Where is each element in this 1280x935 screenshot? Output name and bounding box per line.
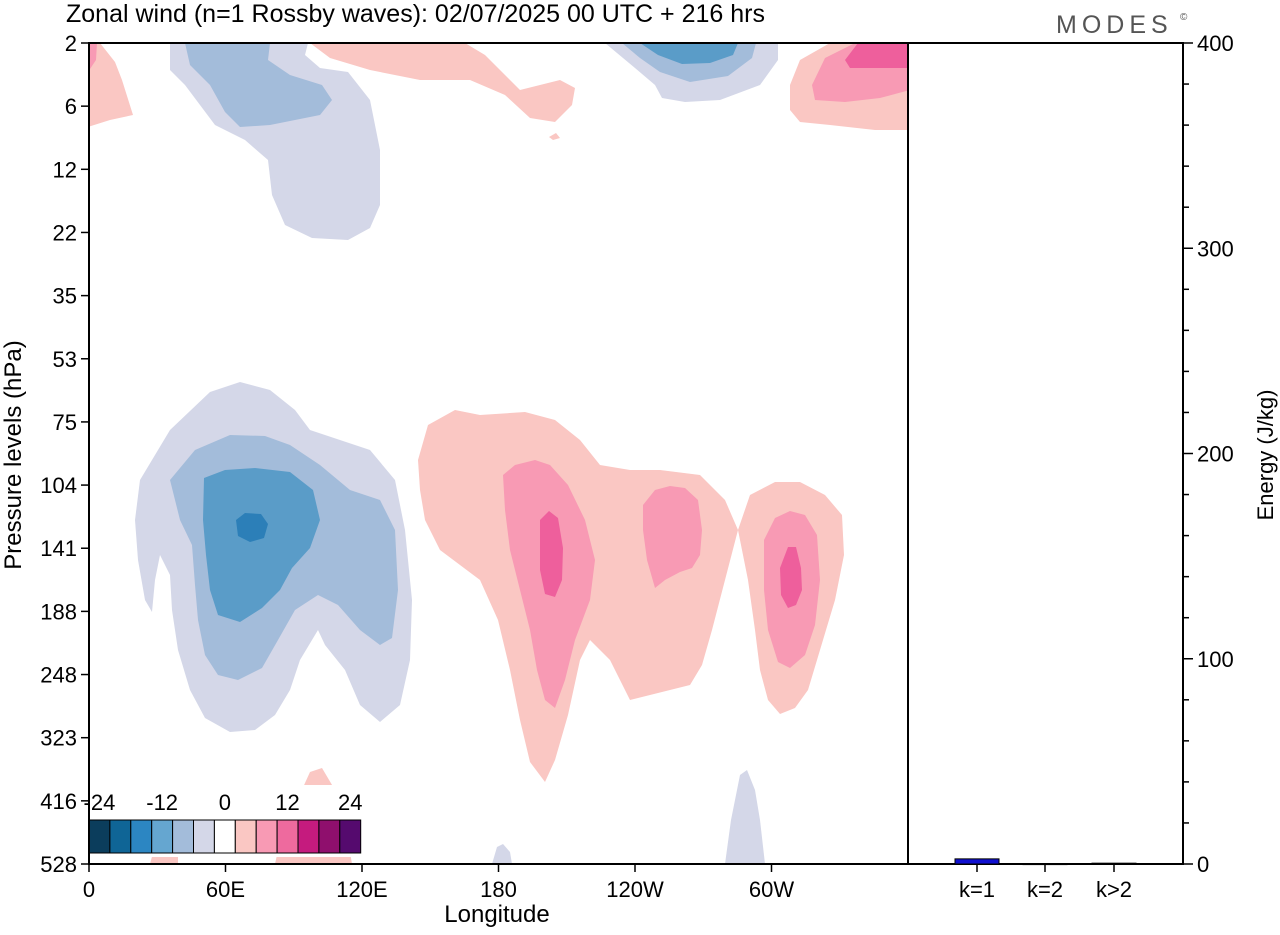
pressure-axis: 2 6 12 22 35 53 75 104 141 188 248 323 416 528 [40, 31, 89, 877]
colorbar-tick-label: 0 [219, 790, 231, 815]
colorbar-swatch [318, 819, 341, 854]
y-tick-label: 248 [40, 663, 77, 688]
longitude-axis: 0 60E 120E 180 120W 60W [83, 864, 794, 902]
colorbar: -24 -12 0 12 24 [84, 785, 380, 857]
y-tick-label: 104 [40, 473, 77, 498]
energy-tick-label: 100 [1197, 647, 1234, 672]
colorbar-swatch [151, 819, 174, 854]
colorbar-swatch [297, 819, 320, 854]
y-tick-label: 323 [40, 726, 77, 751]
colorbar-swatch [130, 819, 153, 854]
colorbar-swatch [193, 819, 215, 854]
y-tick-label: 75 [53, 410, 77, 435]
contour-pos-mid [89, 43, 97, 71]
y-tick-label: 35 [53, 284, 77, 309]
x-tick-label: 180 [480, 877, 517, 902]
y-tick-label: 528 [40, 852, 77, 877]
y-tick-label: 12 [53, 157, 77, 182]
colorbar-swatch [213, 819, 236, 854]
modes-logo: MODES [1056, 11, 1173, 39]
colorbar-swatch [234, 819, 257, 854]
contour-pos-light [89, 43, 133, 127]
x-tick-label: 60W [749, 877, 794, 902]
energy-category-label: k=2 [1027, 877, 1063, 902]
contour-neg-strong [640, 43, 738, 64]
x-tick-label: 0 [83, 877, 95, 902]
x-tick-label: 60E [206, 877, 245, 902]
contour-neg-strong [203, 468, 320, 622]
colorbar-tick-label: 12 [275, 790, 299, 815]
contour-pos-light [310, 43, 575, 122]
contour-pos-strong [540, 511, 563, 597]
y-tick-label: 53 [53, 347, 77, 372]
contour-field [89, 43, 908, 864]
x-axis-label: Longitude [444, 901, 549, 928]
contour-pos-light [549, 133, 560, 140]
contour-pos-strong [845, 43, 908, 68]
colorbar-swatch [276, 819, 299, 854]
energy-category-label: k=1 [959, 877, 995, 902]
y-tick-label: 416 [40, 789, 77, 814]
energy-tick-label: 400 [1197, 31, 1234, 56]
contour-neg-core [236, 513, 268, 542]
colorbar-swatch [339, 819, 362, 854]
contour-pos-mid [643, 486, 702, 588]
chart-title: Zonal wind (n=1 Rossby waves): 02/07/202… [66, 0, 765, 28]
energy-category-label: k>2 [1096, 877, 1132, 902]
energy-axis: 0 100 200 300 400 [1183, 31, 1234, 877]
logo-copyright-mark: © [1180, 12, 1188, 23]
y-tick-label: 2 [65, 31, 77, 56]
contour-neg-mid [185, 43, 332, 127]
contour-neg-light [725, 770, 765, 864]
energy-tick-label: 0 [1197, 852, 1209, 877]
x-tick-label: 120W [606, 877, 664, 902]
y-tick-label: 188 [40, 599, 77, 624]
y-axis-label: Pressure levels (hPa) [0, 340, 27, 569]
colorbar-tick-label: -12 [146, 790, 178, 815]
y-tick-label: 22 [53, 220, 77, 245]
contour-neg-light [492, 844, 512, 864]
colorbar-swatch [255, 819, 278, 854]
colorbar-swatch [109, 819, 132, 854]
y-tick-label: 6 [65, 94, 77, 119]
energy-tick-label: 300 [1197, 236, 1234, 261]
energy-bar [954, 858, 1000, 865]
contour-pos-strong [780, 547, 802, 608]
x-tick-label: 120E [336, 877, 387, 902]
colorbar-swatch [172, 819, 195, 854]
energy-tick-label: 200 [1197, 442, 1234, 467]
energy-axis-label: Energy (J/kg) [1253, 390, 1278, 521]
colorbar-swatch [88, 819, 111, 854]
y-tick-label: 141 [40, 536, 77, 561]
energy-frame [907, 42, 1184, 865]
colorbar-tick-label: 24 [338, 790, 362, 815]
energy-bars: k=1 k=2 k>2 [954, 858, 1137, 902]
